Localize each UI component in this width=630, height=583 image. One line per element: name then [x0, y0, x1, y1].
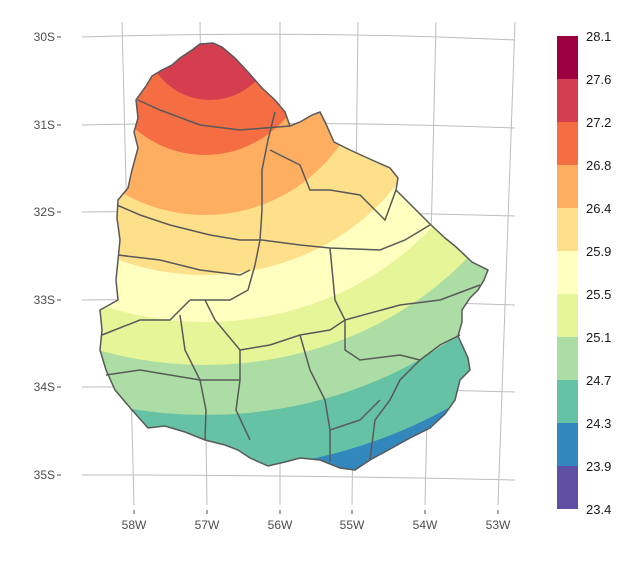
legend-swatch	[557, 165, 578, 208]
x-tick-label: 57W	[194, 518, 220, 532]
x-tick-label: 55W	[339, 518, 365, 532]
legend-swatch	[557, 122, 578, 165]
legend-swatch	[557, 423, 578, 466]
y-tick-label: 33S	[33, 293, 55, 307]
legend-label: 25.5	[586, 287, 612, 302]
legend-swatch	[557, 380, 578, 423]
legend-label: 24.7	[586, 373, 612, 388]
legend-swatch	[557, 294, 578, 337]
y-tick-label: 34S	[33, 380, 55, 394]
legend-swatch	[557, 36, 578, 79]
legend-swatch	[557, 79, 578, 122]
legend-swatch	[557, 466, 578, 509]
x-tick-label: 58W	[121, 518, 147, 532]
legend-label: 28.1	[586, 29, 612, 44]
legend-swatch	[557, 251, 578, 294]
country-outline	[99, 42, 489, 471]
legend-label: 26.4	[586, 201, 612, 216]
legend-label: 25.1	[586, 330, 612, 345]
contour-fills	[100, 43, 488, 470]
legend-label: 24.3	[586, 416, 612, 431]
legend-label: 27.2	[586, 115, 612, 130]
x-tick-label: 53W	[485, 518, 511, 532]
x-tick-label: 54W	[412, 518, 438, 532]
legend-label: 27.6	[586, 72, 612, 87]
y-tick-label: 30S	[33, 30, 55, 44]
x-tick-label: 56W	[267, 518, 293, 532]
legend-label: 26.8	[586, 158, 612, 173]
y-tick-label: 31S	[33, 118, 55, 132]
legend-label: 23.9	[586, 459, 612, 474]
legend-label: 25.9	[586, 244, 612, 259]
legend-label: 23.4	[586, 502, 612, 517]
legend-swatch	[557, 208, 578, 251]
legend-swatch	[557, 337, 578, 380]
department-boundaries	[101, 99, 481, 462]
y-tick-label: 32S	[33, 205, 55, 219]
y-tick-label: 35S	[33, 468, 55, 482]
